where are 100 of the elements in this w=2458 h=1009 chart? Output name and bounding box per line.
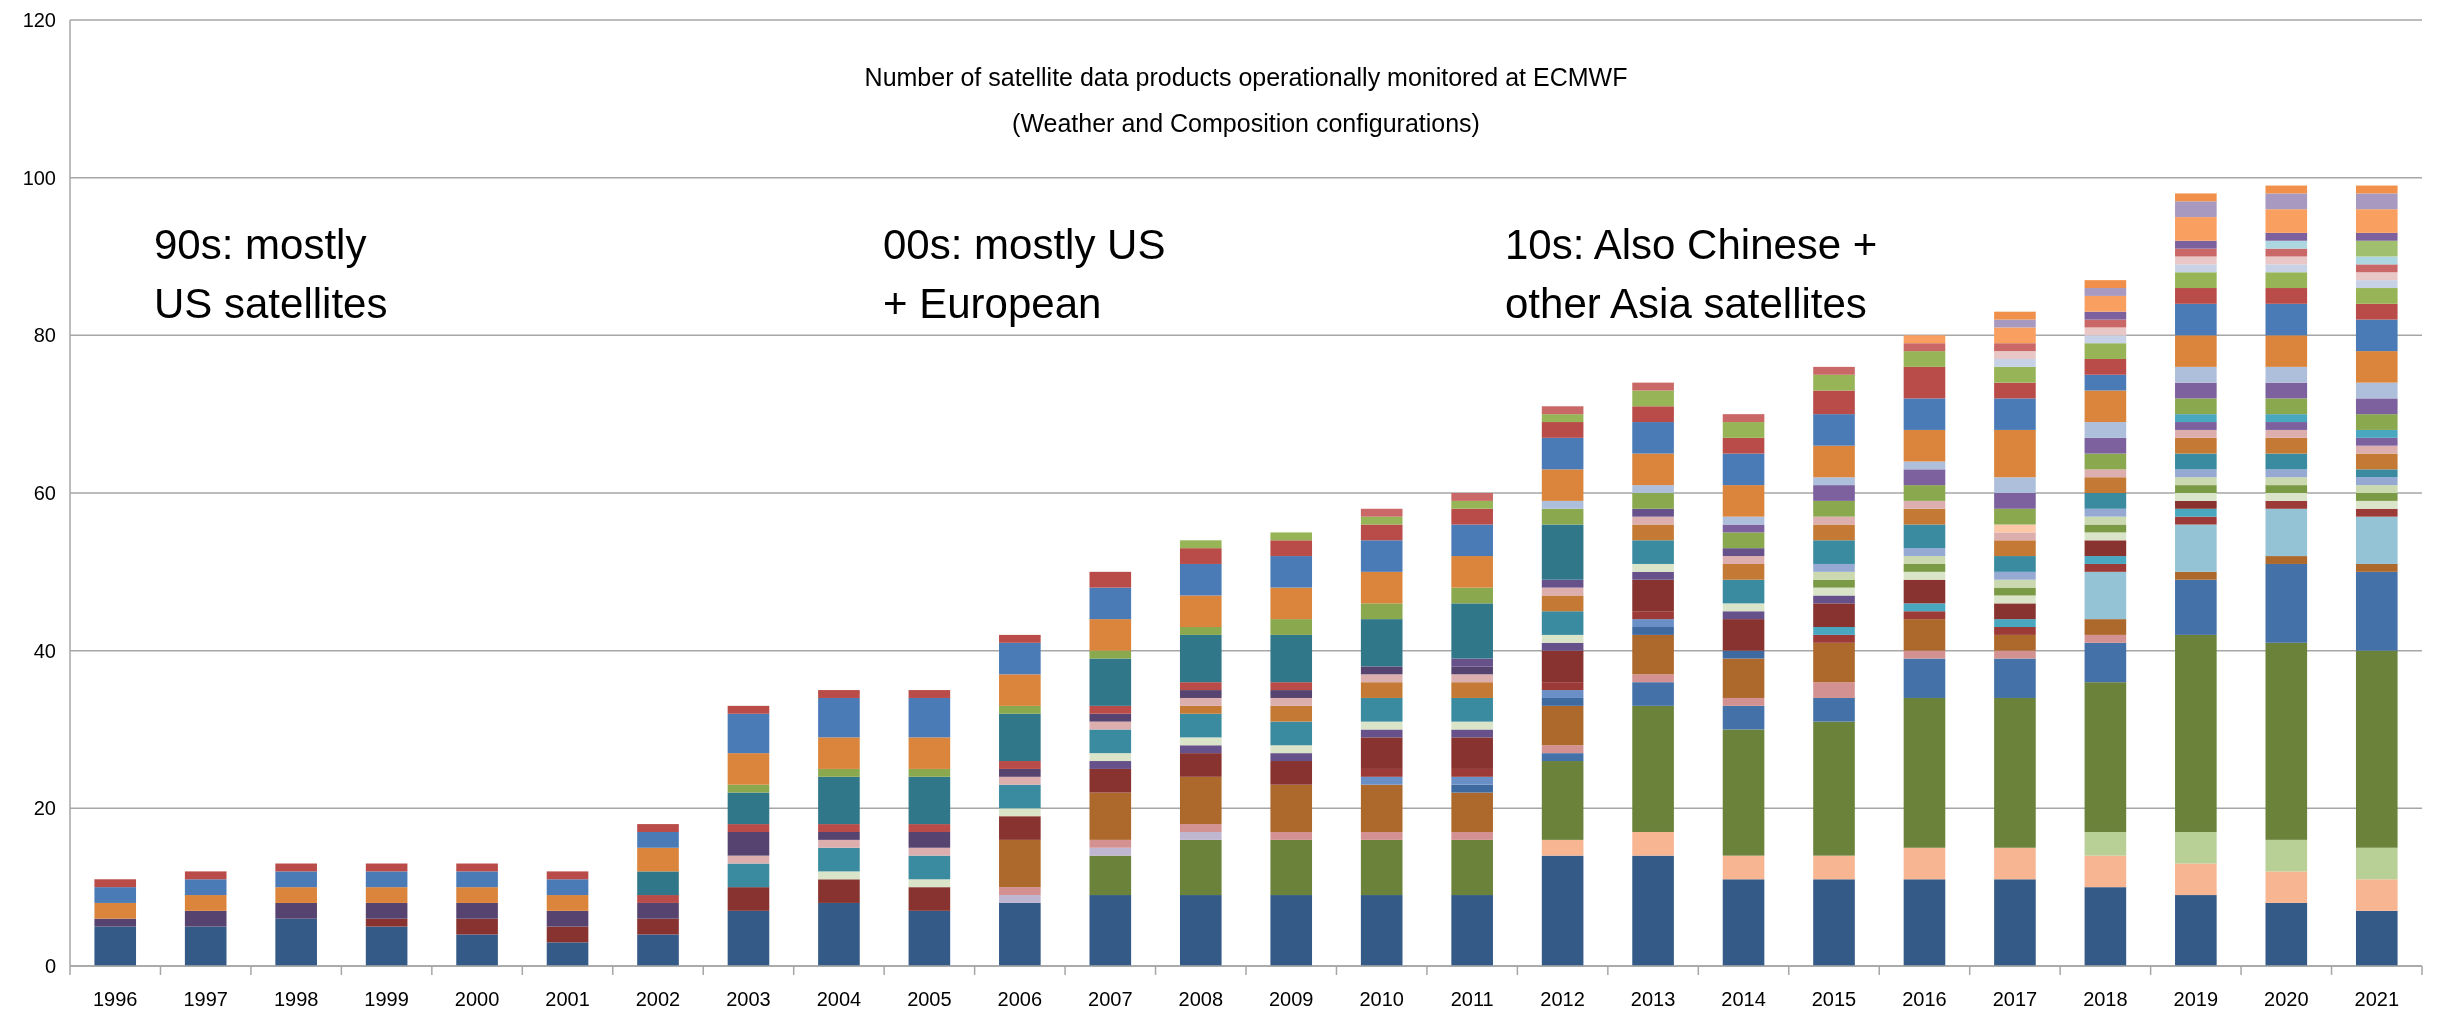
bar — [1994, 382, 2036, 399]
bar — [2265, 469, 2308, 478]
bar — [546, 942, 589, 966]
bar — [1541, 705, 1584, 746]
x-tick-label: 2021 — [2354, 988, 2400, 1009]
bar — [1813, 603, 1855, 628]
bar — [184, 926, 227, 966]
bar — [1632, 634, 1674, 675]
bar — [2355, 288, 2398, 304]
bar — [2265, 422, 2308, 430]
bar — [1541, 611, 1584, 635]
x-tick-label: 2016 — [1902, 988, 1947, 1009]
bar — [999, 902, 1041, 966]
bar — [2355, 272, 2398, 281]
bar — [1451, 603, 1493, 659]
bar — [275, 918, 317, 966]
x-tick-label: 2006 — [997, 988, 1043, 1009]
bar — [1270, 682, 1313, 691]
bar — [1994, 366, 2036, 383]
text: Number of satellite data products operationally monitored at ECMWF — [864, 63, 1628, 91]
bar — [1541, 839, 1584, 856]
bar — [2265, 382, 2308, 399]
bar — [1813, 634, 1855, 643]
bar — [2265, 871, 2308, 903]
x-tick-label: 2008 — [1178, 988, 1224, 1009]
bar — [2355, 477, 2398, 486]
bar — [2265, 556, 2308, 564]
bar — [1541, 697, 1584, 706]
bar — [1813, 445, 1855, 478]
bar — [1813, 879, 1855, 966]
bar — [818, 902, 860, 966]
bar — [2265, 429, 2308, 438]
bar — [1360, 895, 1403, 966]
bar — [1813, 485, 1855, 501]
x-tick-label: 1997 — [183, 988, 228, 1009]
bar — [1994, 398, 2036, 430]
bar — [2355, 303, 2398, 320]
bar — [908, 910, 951, 966]
bar — [1994, 627, 2036, 635]
bar — [1270, 895, 1313, 966]
annotation: 10s: Also Chinese + other Asia satellites — [1505, 221, 1878, 327]
bar — [2355, 240, 2398, 257]
bar — [2265, 288, 2308, 304]
bar — [2355, 485, 2398, 493]
bar — [2355, 879, 2398, 911]
bar — [456, 934, 498, 966]
bar — [2175, 571, 2217, 580]
bar — [2265, 335, 2308, 367]
bar — [2355, 382, 2398, 399]
bar — [2084, 508, 2127, 517]
bar — [727, 792, 770, 825]
bar — [1451, 895, 1493, 966]
bar — [1994, 351, 2036, 359]
y-tick-label: 120 — [22, 9, 56, 31]
bar — [1722, 855, 1765, 880]
bar — [2265, 437, 2308, 454]
bar — [1632, 855, 1674, 966]
x-tick-label: 1998 — [273, 988, 319, 1009]
bar — [1813, 390, 1855, 415]
bar — [1994, 634, 2036, 651]
x-tick-label: 2014 — [1721, 988, 1766, 1009]
bar — [1089, 713, 1132, 722]
x-tick-label: 2013 — [1630, 988, 1676, 1009]
x-tick-label: 2011 — [1450, 988, 1494, 1009]
bar — [2175, 524, 2217, 572]
bar — [1813, 627, 1855, 635]
bar — [1903, 548, 1946, 557]
bar — [1722, 658, 1765, 698]
bar — [2265, 303, 2308, 336]
bar — [2265, 272, 2308, 289]
bar — [2175, 469, 2217, 478]
bar — [2355, 453, 2398, 470]
x-tick-label: 2020 — [2264, 988, 2309, 1009]
bar — [1722, 650, 1765, 659]
bar — [1903, 571, 1946, 580]
bar — [1632, 524, 1674, 541]
bar — [1994, 697, 2036, 848]
bar — [2355, 910, 2398, 966]
bar — [727, 910, 770, 966]
bar — [818, 690, 860, 698]
bar — [1270, 690, 1313, 698]
bar — [1994, 847, 2036, 880]
bar — [1813, 642, 1855, 683]
bar — [1089, 847, 1132, 856]
x-tick-label: 2017 — [1992, 988, 2038, 1009]
bar — [1179, 831, 1222, 840]
bar — [1632, 627, 1674, 635]
bar — [2355, 445, 2398, 454]
bar — [1994, 524, 2036, 533]
bar — [2265, 508, 2308, 557]
text: (Weather and Composition configurations) — [1012, 109, 1480, 137]
bar — [1903, 485, 1946, 501]
bar — [2355, 264, 2398, 273]
bar — [2355, 319, 2398, 352]
bar — [1994, 477, 2036, 493]
bar — [2355, 563, 2398, 572]
y-tick-label: 80 — [33, 324, 56, 347]
bar — [908, 690, 951, 698]
bar — [818, 776, 860, 825]
bar — [1994, 571, 2036, 580]
